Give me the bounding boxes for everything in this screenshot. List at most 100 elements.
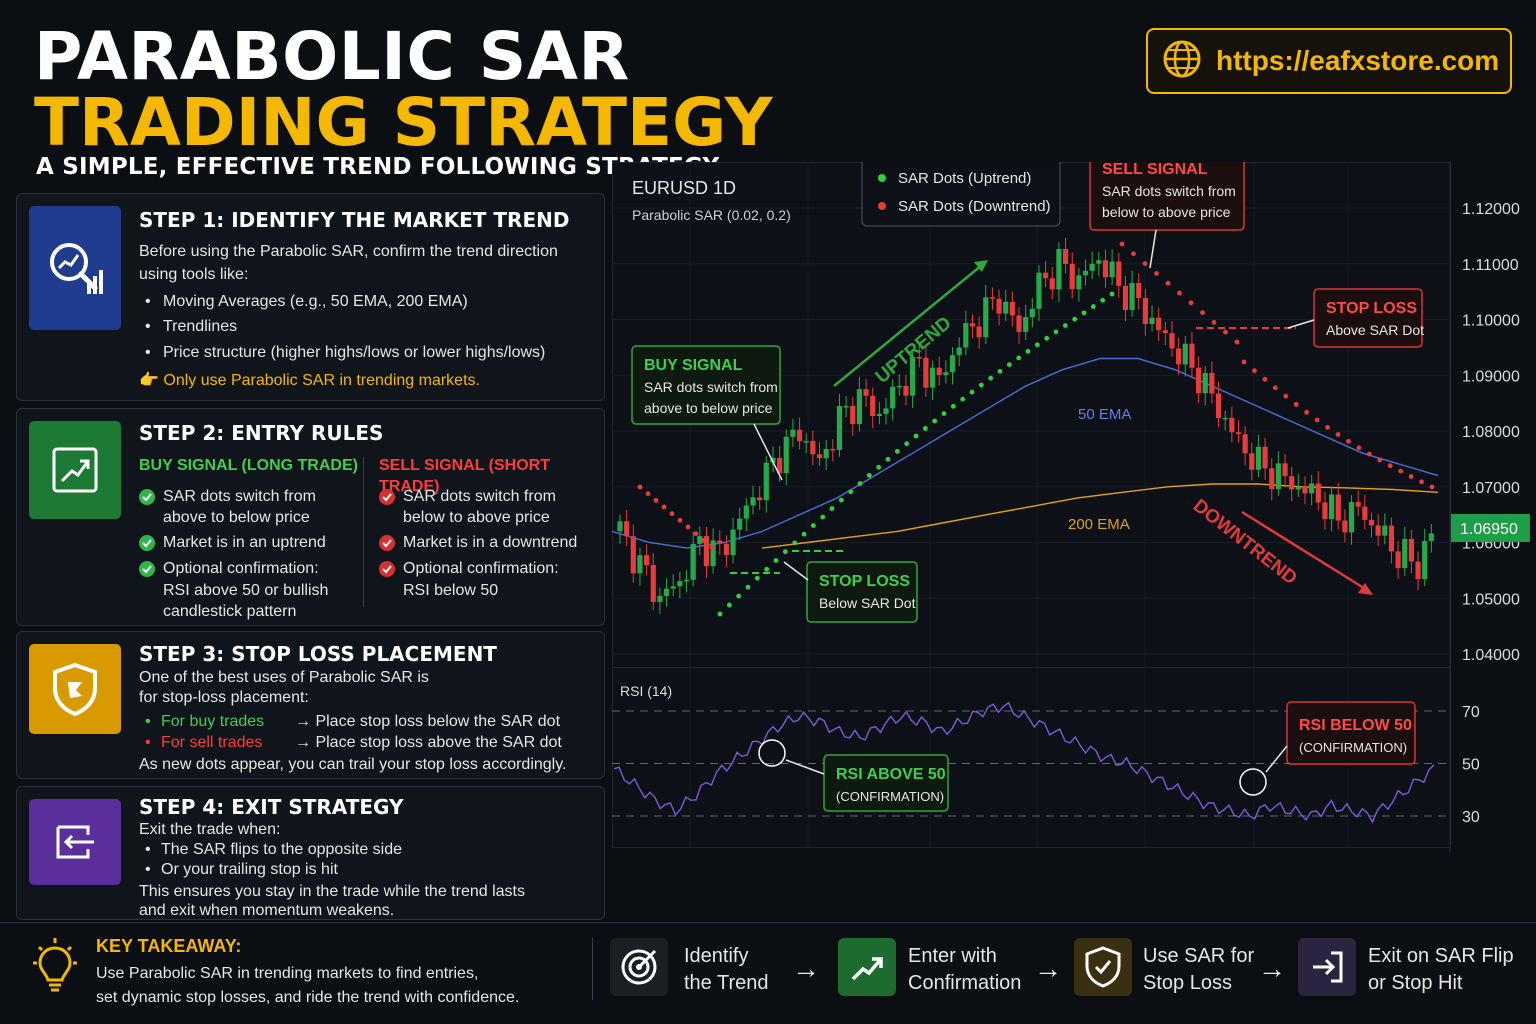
candle-body — [1156, 317, 1162, 331]
buy-signal-text: above to below price — [644, 400, 773, 416]
website-url: https://eafxstore.com — [1216, 45, 1500, 76]
sell-rule-3b: RSI below 50 — [403, 582, 499, 599]
sar-dot-up — [838, 497, 844, 503]
candle-body — [1176, 348, 1182, 365]
sar-dot-up — [1025, 348, 1031, 354]
candle-body — [624, 521, 630, 537]
website-link[interactable]: https://eafxstore.com — [1146, 28, 1512, 94]
flow-step-4-line-2: or Stop Hit — [1368, 972, 1463, 994]
rsi-level-label: 30 — [1462, 809, 1480, 826]
sar-dot-down — [709, 544, 715, 550]
candle-body — [763, 462, 769, 501]
candle-body — [723, 543, 730, 556]
sar-dot-down — [1293, 401, 1299, 407]
sar-dot-down — [1142, 261, 1148, 266]
candle-body — [1275, 463, 1281, 490]
candle-body — [976, 326, 982, 338]
buy-rule-1a: SAR dots switch from — [163, 488, 316, 505]
legend-entry: SAR Dots (Downtrend) — [898, 198, 1051, 215]
candle-body — [856, 389, 863, 425]
sar-dot-up — [978, 382, 984, 388]
candle-body — [737, 518, 743, 530]
flow-arrow: → — [1258, 953, 1286, 984]
candle-body — [870, 395, 876, 417]
step-1-bullet-1: Moving Averages (e.g., 50 EMA, 200 EMA) — [163, 293, 468, 310]
sar-dot-up — [885, 456, 891, 462]
check-icon — [379, 561, 395, 582]
ema50-line — [611, 357, 1439, 549]
sar-dot-up — [736, 593, 742, 599]
chart-svg: 1.12000 1.11000 1.10000 1.09000 1.08000 1.070… — [611, 149, 1530, 872]
candle-body — [983, 297, 989, 338]
y-tick-label: 1.11000 — [1462, 257, 1519, 274]
stop-loss-buy-text: Below SAR Dot — [819, 595, 916, 611]
candle-body — [1402, 538, 1408, 569]
y-tick-label: 1.09000 — [1462, 368, 1520, 385]
sar-dot-down — [1335, 432, 1341, 437]
candle-body — [1122, 285, 1129, 310]
candle-body — [1289, 476, 1295, 490]
buy-rule-3c: candlestick pattern — [163, 603, 297, 620]
buy-rule-2: Market is in an uptrend — [163, 534, 326, 551]
candle-body — [1129, 282, 1135, 310]
rsi-level-label: 70 — [1462, 704, 1480, 721]
sar-dot-down — [669, 511, 675, 517]
sar-dot-up — [997, 368, 1003, 374]
ema200-line — [761, 483, 1439, 549]
sell-rule-1b: below to above price — [403, 509, 550, 526]
flow-step-3-line-2: Stop Loss — [1143, 972, 1232, 994]
candle-body — [1049, 278, 1055, 290]
step-4-bullet-1: The SAR flips to the opposite side — [161, 841, 403, 858]
globe-icon — [1162, 39, 1202, 84]
sell-signal-heading: SELL SIGNAL (SHORT TRADE) — [379, 457, 550, 495]
step-3-bullet-dot: • — [145, 713, 151, 730]
candle-body — [963, 323, 969, 348]
candle-body — [863, 389, 869, 396]
buy-trades-text: → Place stop loss below the SAR dot — [295, 713, 561, 730]
annotation-pointer — [783, 561, 809, 581]
trend-up-icon — [29, 421, 121, 519]
sell-rule-3a: Optional confirmation: — [403, 560, 559, 577]
candle-body — [1355, 502, 1361, 507]
candle-body — [1182, 343, 1188, 365]
stop-loss-buy-title: STOP LOSS — [819, 573, 910, 590]
indicator-label: Parabolic SAR (0.02, 0.2) — [632, 207, 791, 223]
sar-dot-down — [1366, 451, 1372, 457]
stop-loss-buy-box — [806, 561, 918, 623]
lightbulb-icon — [30, 938, 80, 999]
sar-dot-up — [904, 441, 910, 447]
sar-dot-down — [645, 491, 651, 497]
key-takeaway-title: KEY TAKEAWAY: — [96, 936, 242, 956]
sar-dot-down — [1262, 376, 1268, 382]
candle-body — [1222, 417, 1228, 420]
candle-body — [703, 536, 710, 567]
sar-dot-down — [1119, 241, 1125, 247]
subtitle: A SIMPLE, EFFECTIVE TREND FOLLOWING STRA… — [36, 154, 720, 180]
sar-dot-up — [848, 489, 854, 495]
step-1-bullet-3: Price structure (higher highs/lows or lo… — [163, 344, 546, 361]
sell-trades-text: → Place stop loss above the SAR dot — [295, 734, 562, 751]
shield-check-icon — [1074, 938, 1132, 996]
sar-dot-down — [1429, 484, 1435, 490]
candle-body — [697, 536, 703, 544]
sar-dot-up — [726, 602, 732, 608]
rsi-line — [613, 701, 1435, 824]
candle-body — [796, 429, 803, 442]
candle-body — [1382, 525, 1388, 536]
candle-body — [677, 581, 683, 587]
candle-body — [1408, 538, 1414, 562]
candle-body — [1362, 506, 1368, 520]
symbol-label: EURUSD 1D — [632, 178, 736, 198]
candle-body — [830, 449, 836, 451]
sar-dot-up — [894, 449, 900, 454]
candle-body — [996, 298, 1002, 314]
candle-body — [816, 454, 823, 459]
sar-dot-up — [857, 481, 863, 486]
candle-body — [1043, 272, 1049, 279]
downtrend-arrowhead — [1358, 583, 1373, 595]
candle-body — [1302, 486, 1308, 494]
bottom-divider — [592, 938, 593, 1000]
sar-dot-down — [1165, 280, 1171, 286]
candle-body — [1235, 432, 1242, 435]
